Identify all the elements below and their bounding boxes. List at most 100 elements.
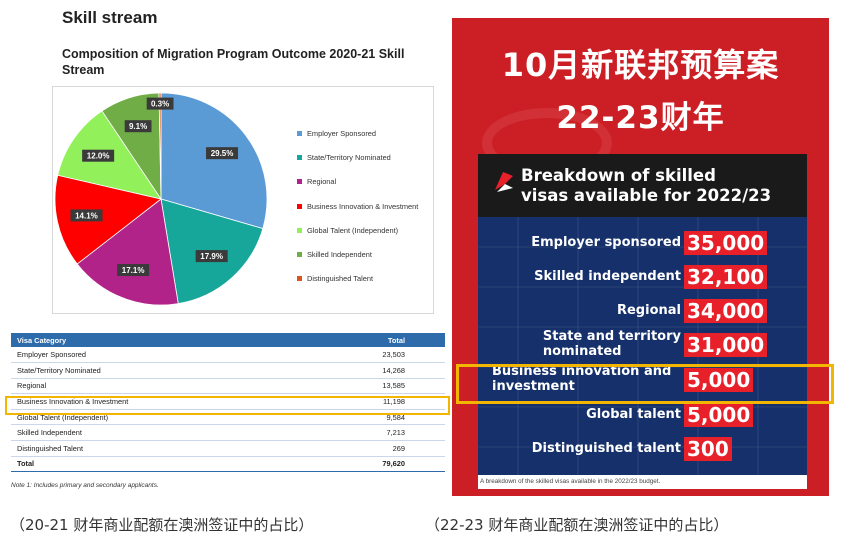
pie-data-label: 12.0% xyxy=(82,149,115,162)
pie-data-label: 29.5% xyxy=(206,147,239,160)
pie-data-label: 17.9% xyxy=(195,250,228,263)
chinese-title-line1: 10月新联邦预算案 xyxy=(501,46,780,84)
pie-slice xyxy=(158,92,162,200)
panel-heading: Breakdown of skilled visas available for… xyxy=(521,166,771,206)
legend-item: Skilled Independent xyxy=(297,242,418,266)
svg-text:14.1%: 14.1% xyxy=(75,211,98,220)
visa-row-value: 34,000 xyxy=(684,299,768,323)
cell-total: 14,268 xyxy=(289,362,445,379)
skilled-visa-breakdown-panel: Breakdown of skilled visas available for… xyxy=(478,154,807,489)
cell-visa-category: Employer Sponsored xyxy=(11,347,290,364)
svg-text:12.0%: 12.0% xyxy=(87,152,110,161)
panel-heading-line1: Breakdown of skilled xyxy=(521,166,716,185)
legend-label: Regional xyxy=(307,177,337,187)
pie-slice xyxy=(160,92,268,230)
legend-swatch xyxy=(297,203,302,209)
table-footnote: Note 1: Includes primary and secondary a… xyxy=(11,482,159,489)
visa-row-value: 300 xyxy=(684,437,732,461)
table-body: Employer Sponsored 23,503 State/Territory … xyxy=(11,347,445,473)
section-heading: Skill stream xyxy=(62,8,158,27)
legend-swatch xyxy=(297,252,302,258)
cell-total: 269 xyxy=(289,440,445,457)
column-header-visa-category: Visa Category xyxy=(11,333,290,347)
table-row: State/Territory Nominated 14,268 xyxy=(11,362,445,379)
legend-label: Employer Sponsored xyxy=(307,128,377,138)
pie-data-label: 17.1% xyxy=(117,264,150,277)
visa-row: Global talent 5,000 xyxy=(478,401,807,431)
pie-chart-frame: 29.5% 17.9% 17.1% 14.1% 12.0% 9.1% 0.3% Employ… xyxy=(52,86,434,314)
cell-total: 13,585 xyxy=(289,378,445,395)
legend-label: State/Territory Nominated xyxy=(307,152,391,162)
cell-visa-category: Total xyxy=(11,455,290,473)
svg-text:0.3%: 0.3% xyxy=(151,100,169,109)
legend-label: Global Talent (Independent) xyxy=(307,225,399,235)
legend-label: Business Innovation & Investment xyxy=(307,201,419,211)
pie-legend: Employer Sponsored State/Territory Nomina… xyxy=(297,121,418,291)
legend-swatch xyxy=(297,276,302,282)
visa-row-label: Distinguished talent xyxy=(531,441,681,456)
legend-item: Regional xyxy=(297,170,418,194)
cell-total: 7,213 xyxy=(289,424,445,442)
left-report-panel: Skill stream Composition of Migration Pr… xyxy=(0,0,452,500)
pie-slice xyxy=(76,198,179,306)
cell-visa-category: Distinguished Talent xyxy=(11,440,290,457)
svg-text:29.5%: 29.5% xyxy=(211,149,234,158)
pie-chart-title: Composition of Migration Program Outcome… xyxy=(62,47,405,77)
visa-row-label: Global talent xyxy=(586,407,681,422)
svg-text:9.1%: 9.1% xyxy=(129,122,147,131)
table-row: Distinguished Talent 269 xyxy=(11,440,445,457)
table-row: Regional 13,585 xyxy=(11,378,445,395)
visa-row-label: Skilled independent xyxy=(534,269,681,284)
table-row: Skilled Independent 7,213 xyxy=(11,424,445,442)
visa-row: Regional 34,000 xyxy=(478,297,807,327)
highlight-box-business-innovation-2022-23 xyxy=(456,364,834,404)
table-total-row: Total 79,620 xyxy=(11,455,445,473)
visa-row: Business innovation and investment 5,000 xyxy=(478,364,807,396)
legend-label: Distinguished Talent xyxy=(307,274,374,284)
legend-swatch xyxy=(297,227,302,233)
legend-item: State/Territory Nominated xyxy=(297,145,418,169)
visa-row: State and territory nominated 31,000 xyxy=(478,329,807,361)
visa-row-value: 35,000 xyxy=(684,231,768,255)
visa-row-label: State and territory nominated xyxy=(542,329,681,359)
legend-item: Business Innovation & Investment xyxy=(297,194,418,218)
pie-data-label: 14.1% xyxy=(70,209,103,222)
panel-caption: A breakdown of the skilled visas availab… xyxy=(478,475,807,489)
svg-text:17.9%: 17.9% xyxy=(200,252,223,261)
cell-total: 79,620 xyxy=(289,455,445,473)
visa-row-label: Business innovation and investment xyxy=(492,364,672,394)
caption-2020-21: （20-21 财年商业配额在澳洲签证中的占比） xyxy=(10,516,314,534)
highlight-box-business-innovation-2020-21 xyxy=(5,396,450,415)
cell-total: 23,503 xyxy=(289,347,445,364)
visa-row: Employer sponsored 35,000 xyxy=(478,229,807,259)
sbs-logo-icon xyxy=(495,172,513,192)
visa-row-value: 32,100 xyxy=(684,265,768,289)
legend-item: Global Talent (Independent) xyxy=(297,218,418,242)
legend-swatch xyxy=(297,154,302,160)
table-header-row: Visa Category Total xyxy=(11,333,445,347)
panel-heading-line2: visas available for 2022/23 xyxy=(521,186,772,205)
legend-label: Skilled Independent xyxy=(307,250,372,260)
visa-category-table: Visa Category Total Employer Sponsored 23… xyxy=(11,333,445,473)
legend-item: Distinguished Talent xyxy=(297,267,418,291)
caption-2022-23: （22-23 财年商业配额在澳洲签证中的占比） xyxy=(425,516,729,534)
visa-row-value: 5,000 xyxy=(684,403,754,427)
pie-slice xyxy=(54,174,162,265)
visa-row-value: 5,000 xyxy=(684,368,754,392)
chinese-title-line2: 22-23财年 xyxy=(556,100,725,136)
right-budget-graphic: 10月新联邦预算案 22-23财年 Breakdown of skilled v… xyxy=(452,18,829,496)
visa-row-label: Employer sponsored xyxy=(531,235,681,250)
table-row: Employer Sponsored 23,503 xyxy=(11,347,445,364)
cell-visa-category: Regional xyxy=(11,378,290,395)
legend-swatch xyxy=(297,179,302,185)
legend-swatch xyxy=(297,130,302,136)
cell-visa-category: Skilled Independent xyxy=(11,424,290,442)
panel-header: Breakdown of skilled visas available for… xyxy=(478,154,807,217)
visa-row: Skilled independent 32,100 xyxy=(478,263,807,293)
svg-text:17.1%: 17.1% xyxy=(122,266,145,275)
visa-row-label: Regional xyxy=(616,303,681,318)
visa-row: Distinguished talent 300 xyxy=(478,435,807,465)
pie-chart: 29.5% 17.9% 17.1% 14.1% 12.0% 9.1% 0.3% xyxy=(54,92,268,306)
cell-visa-category: State/Territory Nominated xyxy=(11,362,290,379)
visa-row-value: 31,000 xyxy=(684,333,768,357)
